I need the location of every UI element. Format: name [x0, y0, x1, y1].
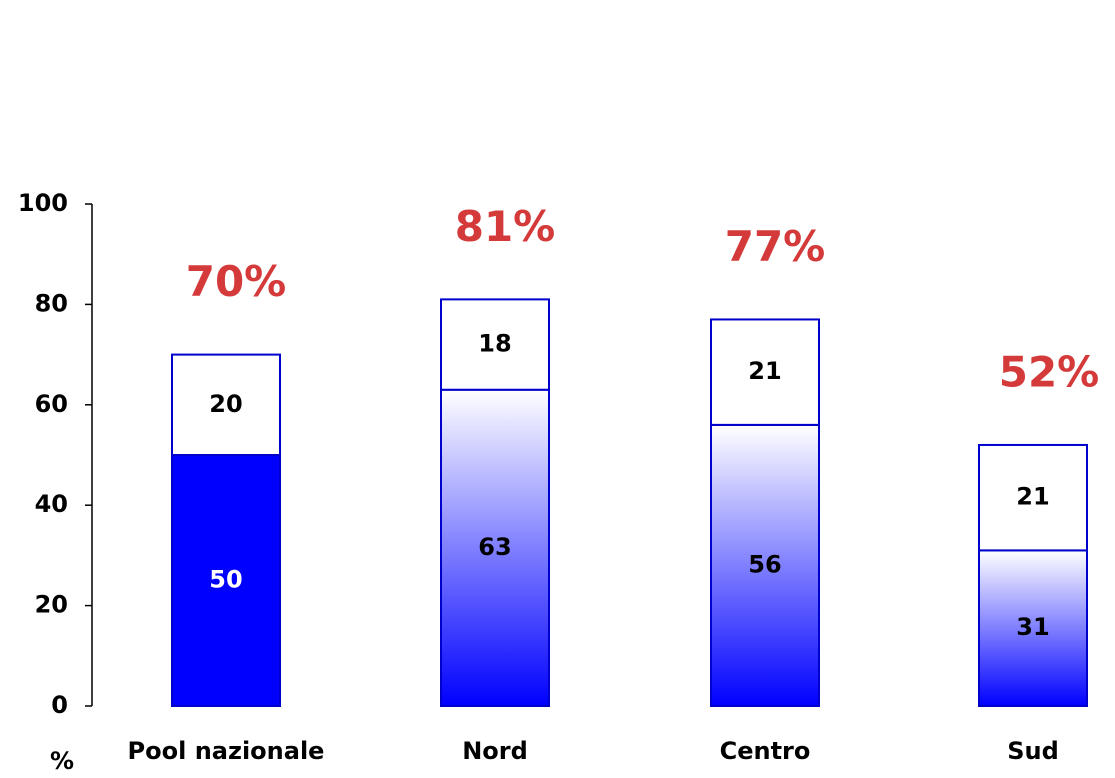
total-label: 77%: [725, 222, 826, 271]
bar-segment: [171, 353, 281, 457]
y-tick-label: 80: [35, 289, 68, 317]
data-label: 31: [1016, 613, 1049, 641]
data-label: 50: [209, 566, 242, 594]
data-label: 18: [478, 330, 511, 358]
data-label: 21: [1016, 483, 1049, 511]
total-label: 52%: [999, 347, 1100, 396]
bar-segment: [440, 298, 550, 391]
data-label: 63: [478, 533, 511, 561]
y-tick-label: 0: [51, 691, 68, 719]
bar-segment: [710, 423, 820, 707]
y-tick-label: 60: [35, 390, 68, 418]
y-tick-label: 20: [35, 591, 68, 619]
total-label: 81%: [455, 202, 556, 251]
y-tick-label: 100: [18, 189, 68, 217]
x-tick-label: Pool nazionale: [128, 737, 325, 765]
data-label: 56: [748, 550, 781, 578]
bar-segment: [978, 443, 1088, 552]
bar-segment: [978, 549, 1088, 707]
x-tick-label: Nord: [462, 737, 528, 765]
y-axis-label: %: [50, 747, 74, 775]
data-label: 21: [748, 357, 781, 385]
data-label: 20: [209, 390, 242, 418]
total-label: 70%: [186, 257, 287, 306]
bar-segment: [171, 454, 281, 707]
x-tick-label: Sud: [1007, 737, 1059, 765]
bar-segment: [710, 318, 820, 426]
x-tick-label: Centro: [720, 737, 811, 765]
bar-segment: [440, 388, 550, 707]
y-tick-label: 40: [35, 490, 68, 518]
